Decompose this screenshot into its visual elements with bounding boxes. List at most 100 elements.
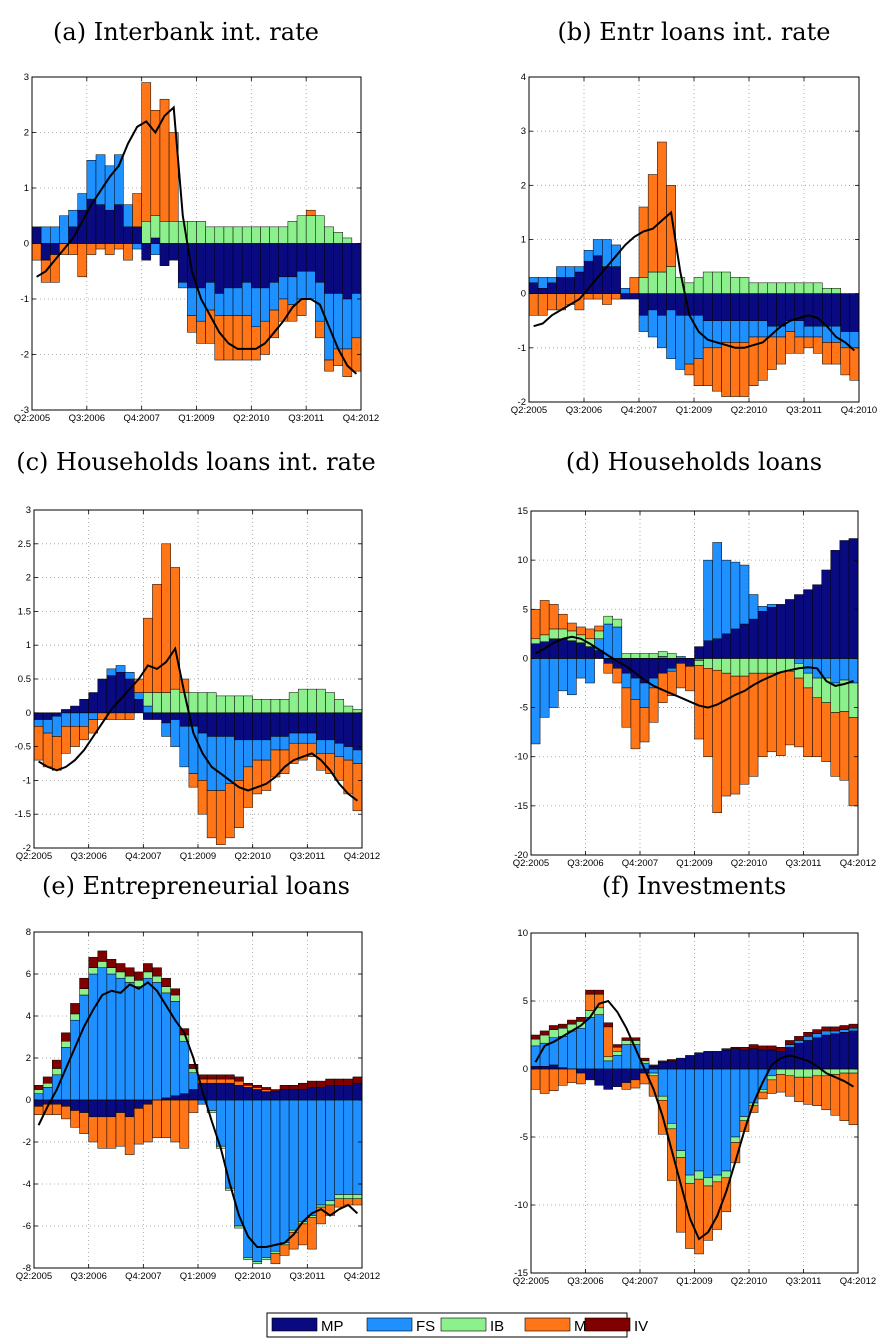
x-tick-label: Q4:2012 <box>840 1276 876 1287</box>
bar-mp <box>177 243 188 283</box>
x-tick-label: Q4:2010 <box>841 405 877 416</box>
bar-fs <box>215 736 226 791</box>
bar-fs <box>794 320 805 338</box>
bar-fs <box>325 739 335 754</box>
bar-mp <box>97 678 108 714</box>
bar-fs <box>567 658 577 696</box>
bar-iv <box>261 1087 272 1090</box>
bar-iv <box>115 963 126 973</box>
bar-mp <box>666 293 676 311</box>
bar-ib <box>225 695 235 714</box>
bar-ms <box>785 670 795 746</box>
bar-ib <box>51 1068 62 1076</box>
bar-ms <box>539 1068 550 1094</box>
bar-mp <box>352 712 363 751</box>
bar-ms <box>831 342 841 365</box>
bar-fs <box>830 1030 841 1034</box>
bar-fs <box>539 658 550 718</box>
bar-ib <box>352 1194 363 1199</box>
bar-ms <box>703 668 713 757</box>
total-line <box>38 646 358 802</box>
x-tick-label: Q3:2011 <box>289 1271 325 1282</box>
bar-iv <box>334 1078 345 1086</box>
bar-fs <box>115 977 126 1101</box>
bar-ms <box>61 1106 71 1120</box>
bar-ib <box>794 282 805 294</box>
bar-ms <box>133 1108 144 1145</box>
bar-fs <box>351 293 362 339</box>
bar-fs <box>576 1027 586 1070</box>
x-tick-label: Q1:2009 <box>676 858 712 869</box>
bar-mp <box>748 293 759 321</box>
bar-ms <box>558 1068 568 1086</box>
bar-fs <box>214 293 225 316</box>
bar-ms <box>776 671 786 756</box>
bar-ms <box>630 699 641 750</box>
x-tick-label: Q3:2011 <box>786 858 822 869</box>
bar-mp <box>803 1040 813 1070</box>
bar-mp <box>50 243 60 255</box>
x-tick-label: Q2:2005 <box>513 858 549 869</box>
bar-ib <box>739 658 750 677</box>
y-tick-label: 2 <box>26 1053 31 1064</box>
bar-ms <box>639 707 650 743</box>
bar-mp <box>115 1099 126 1113</box>
bar-mp <box>315 243 325 283</box>
bar-ib <box>223 226 234 244</box>
bar-iv <box>243 1082 253 1086</box>
bar-ms <box>70 726 80 747</box>
bar-ms <box>143 1103 153 1143</box>
bar-fs <box>287 276 298 305</box>
bar-ib <box>243 1257 253 1260</box>
bar-mp <box>638 293 649 316</box>
bar-ms <box>812 1075 822 1106</box>
y-tick-label: 0 <box>523 1064 528 1075</box>
bar-ib <box>639 653 650 659</box>
bar-fs <box>325 1099 335 1202</box>
y-tick-label: 2 <box>24 128 29 139</box>
x-tick-label: Q4:2012 <box>344 1271 380 1282</box>
bar-iv <box>70 1003 80 1015</box>
y-tick-label: -2 <box>21 350 29 361</box>
bar-mp <box>730 1048 741 1070</box>
bar-ms <box>803 687 813 757</box>
x-tick-label: Q1:2009 <box>676 405 712 416</box>
chart-title: (a) Interbank int. rate <box>53 18 319 46</box>
bar-mp <box>170 712 181 720</box>
bar-mp <box>61 709 71 714</box>
x-tick-label: Q2:2010 <box>731 1276 767 1287</box>
bar-fs <box>839 658 850 681</box>
bar-fs <box>721 320 731 343</box>
y-tick-label: 3 <box>26 505 31 516</box>
bar-mp <box>150 237 161 244</box>
bar-mp <box>547 282 557 294</box>
bar-fs <box>252 1099 263 1262</box>
bar-mp <box>585 646 595 659</box>
bar-ms <box>88 1116 99 1143</box>
bar-ib <box>143 971 153 979</box>
bar-ib <box>261 699 272 714</box>
bar-iv <box>839 1025 850 1030</box>
bar-mp <box>40 243 51 261</box>
bar-fs <box>343 1099 354 1195</box>
bar-ib <box>214 226 225 244</box>
bar-fs <box>830 658 841 684</box>
y-tick-label: 0 <box>26 708 31 719</box>
bar-mp <box>675 293 686 316</box>
bar-ib <box>270 699 281 714</box>
bar-mp <box>803 589 813 659</box>
bar-ms <box>188 773 199 788</box>
bar-ms <box>602 293 612 305</box>
bar-fs <box>757 606 768 612</box>
bar-ms <box>748 672 759 777</box>
bar-ms <box>334 1198 345 1208</box>
bar-mp <box>161 1097 171 1101</box>
bar-ms <box>592 293 603 300</box>
bar-ms <box>785 1075 795 1097</box>
bar-fs <box>757 320 768 338</box>
legend-swatch-ib <box>440 1317 487 1332</box>
bar-fs <box>177 282 188 289</box>
bar-mp <box>333 243 343 294</box>
bar-mp <box>776 604 786 659</box>
bar-iv <box>539 1030 550 1036</box>
